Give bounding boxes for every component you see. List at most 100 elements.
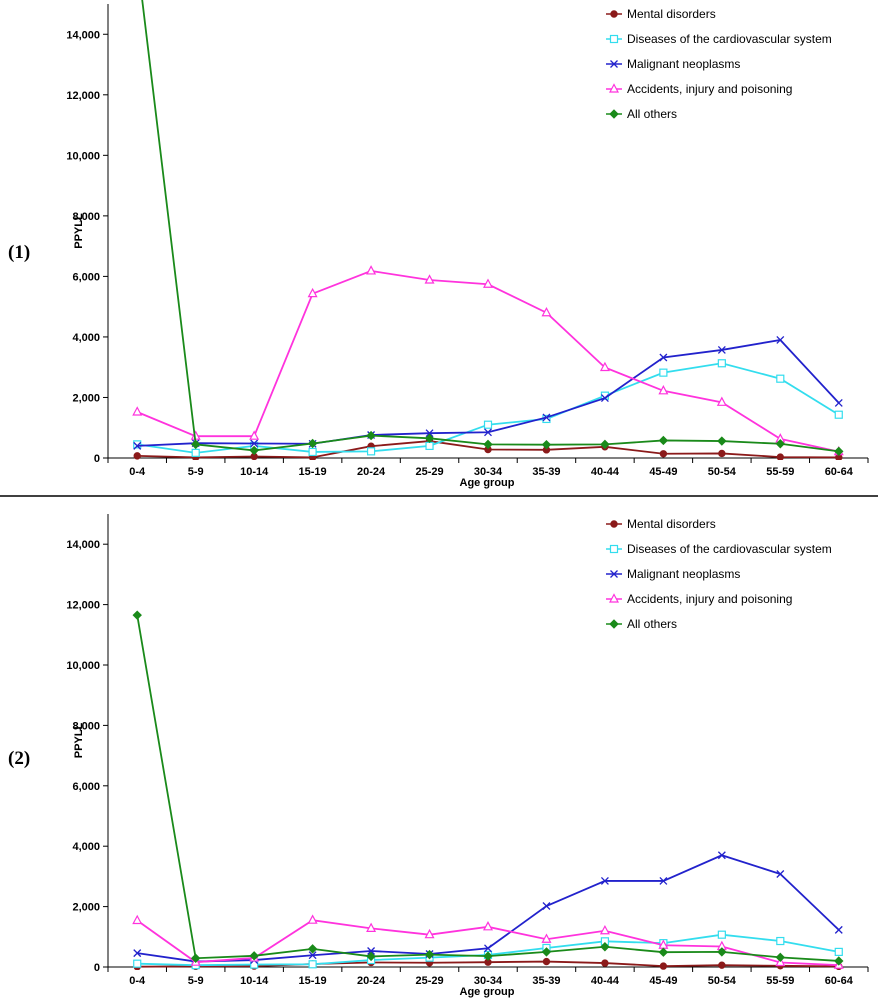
data-point xyxy=(601,959,609,967)
data-point xyxy=(308,951,317,960)
data-point xyxy=(424,433,435,444)
data-point xyxy=(775,439,786,449)
data-point xyxy=(658,947,669,957)
data-point xyxy=(132,610,142,620)
data-point xyxy=(718,449,726,458)
x-tick-label: 20-24 xyxy=(357,466,386,478)
legend-marker xyxy=(610,10,618,18)
x-tick-label: 35-39 xyxy=(532,466,560,478)
y-tick-label: 8,000 xyxy=(72,211,100,223)
data-point xyxy=(659,962,668,970)
y-tick-label: 14,000 xyxy=(66,29,100,41)
data-point xyxy=(541,933,552,943)
y-tick-label: 12,000 xyxy=(66,90,100,102)
legend-label: Accidents, injury and poisoning xyxy=(627,592,792,606)
data-point xyxy=(776,374,785,383)
data-point xyxy=(716,396,727,406)
x-tick-label: 0-4 xyxy=(129,975,146,987)
data-point xyxy=(717,851,726,860)
x-tick-label: 20-24 xyxy=(357,975,386,987)
y-tick-label: 0 xyxy=(94,453,100,465)
x-tick-label: 60-64 xyxy=(825,466,854,478)
legend-label: All others xyxy=(627,107,677,121)
data-point xyxy=(307,287,318,298)
data-point xyxy=(366,430,376,441)
data-point xyxy=(600,942,610,952)
series-line xyxy=(137,338,840,447)
data-point xyxy=(424,274,435,284)
x-tick-label: 5-9 xyxy=(188,466,204,478)
panel-label: (1) xyxy=(8,242,30,263)
y-tick-label: 14,000 xyxy=(66,539,100,551)
data-point xyxy=(483,951,493,961)
x-tick-label: 25-29 xyxy=(415,466,443,478)
y-tick-label: 12,000 xyxy=(66,600,100,612)
data-point xyxy=(133,441,142,450)
data-point xyxy=(834,410,843,419)
data-point xyxy=(483,921,493,931)
legend-label: Diseases of the cardiovascular system xyxy=(627,32,832,46)
series-line xyxy=(137,362,840,454)
data-point xyxy=(366,265,377,275)
data-point xyxy=(776,936,785,946)
panel-label: (2) xyxy=(8,748,30,769)
data-point xyxy=(132,914,143,925)
y-tick-label: 4,000 xyxy=(72,332,100,344)
data-point xyxy=(132,406,143,416)
data-point xyxy=(599,924,610,935)
series-group xyxy=(132,610,844,970)
data-point xyxy=(191,448,200,457)
x-tick-label: 45-49 xyxy=(649,975,677,987)
x-tick-label: 30-34 xyxy=(474,975,503,987)
series-line xyxy=(137,854,840,963)
data-point xyxy=(776,336,785,344)
data-point xyxy=(133,949,142,958)
x-tick-label: 40-44 xyxy=(591,975,620,987)
series-group xyxy=(132,0,844,460)
data-point xyxy=(834,956,844,966)
data-point xyxy=(249,430,260,440)
data-point xyxy=(659,368,668,377)
data-point xyxy=(366,951,376,962)
legend-label: Malignant neoplasms xyxy=(627,567,740,581)
data-point xyxy=(717,930,726,939)
y-axis-title: PPYLL xyxy=(73,722,85,758)
data-point xyxy=(249,445,259,456)
y-tick-label: 4,000 xyxy=(72,841,100,853)
x-tick-label: 5-9 xyxy=(188,975,204,987)
data-point xyxy=(834,947,843,957)
data-point xyxy=(483,278,493,288)
data-point xyxy=(308,447,317,457)
data-point xyxy=(541,947,552,957)
chart-panel-2: (2) 0 2,000 4,000 6,000 8,000 10,000 12,000 14,0… xyxy=(8,514,869,998)
x-tick-label: 10-14 xyxy=(240,975,269,987)
data-point xyxy=(190,953,201,963)
data-point xyxy=(659,450,668,458)
x-tick-label: 15-19 xyxy=(299,466,327,478)
data-point xyxy=(834,446,844,457)
legend-marker xyxy=(609,544,619,554)
legend-marker xyxy=(609,109,619,119)
y-tick-label: 6,000 xyxy=(72,271,100,283)
legend-label: Diseases of the cardiovascular system xyxy=(627,542,832,556)
legend-marker xyxy=(609,83,619,93)
legend-label: All others xyxy=(627,617,677,631)
data-point xyxy=(542,413,551,422)
y-tick-label: 2,000 xyxy=(72,902,100,914)
x-tick-label: 45-49 xyxy=(649,466,677,478)
data-point xyxy=(133,452,141,460)
data-point xyxy=(483,420,493,429)
data-point xyxy=(600,394,609,403)
data-point xyxy=(250,439,259,448)
legend-marker xyxy=(610,520,618,528)
y-axis-title: PPYLL xyxy=(73,213,85,249)
y-tick-label: 6,000 xyxy=(72,781,100,793)
x-tick-label: 0-4 xyxy=(129,466,146,478)
data-point xyxy=(307,944,318,954)
data-point xyxy=(717,359,726,368)
x-tick-label: 25-29 xyxy=(415,975,443,987)
x-tick-label: 50-54 xyxy=(708,466,737,478)
data-point xyxy=(718,961,726,969)
data-point xyxy=(658,435,669,446)
